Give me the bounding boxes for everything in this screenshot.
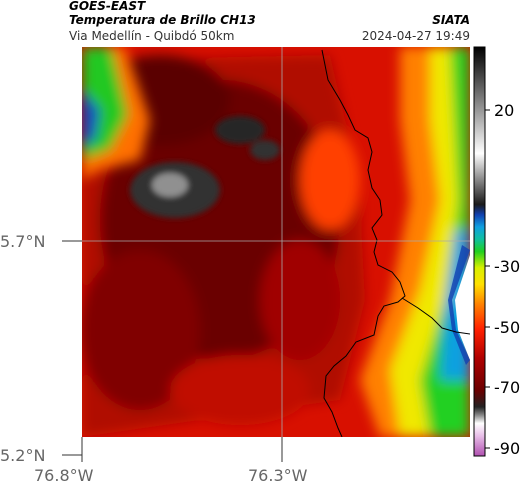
satellite-title: GOES-EAST — [69, 0, 146, 13]
cold-tops-north — [215, 116, 265, 144]
cold-tops-ne — [250, 140, 280, 160]
datetime-label: 2024-04-27 19:49 — [361, 29, 470, 43]
coldest-tops-core — [152, 173, 188, 197]
product-title: Temperatura de Brillo CH13 — [69, 13, 256, 27]
colorbar-label-minus70: -70 — [494, 378, 521, 397]
warm-patch-south — [170, 355, 310, 425]
blue-west-edge — [82, 90, 100, 145]
department-border — [321, 49, 406, 437]
colorbar-label-minus30: -30 — [494, 257, 521, 276]
lat-label-5.7: 5.7°N — [0, 232, 46, 251]
colorbar — [473, 46, 486, 457]
colorbar-tick-marks — [485, 109, 490, 449]
colorbar-label-20: 20 — [494, 101, 515, 120]
colorbar-label-minus90: -90 — [494, 439, 521, 458]
department-border-east — [401, 297, 470, 335]
colorbar-label-minus50: -50 — [494, 318, 521, 337]
blue-east-patch — [448, 245, 470, 365]
cold-cell-southwest — [82, 250, 200, 410]
route-subtitle: Via Medellín - Quibdó 50km — [69, 29, 235, 43]
lon-label-76.8: 76.8°W — [34, 466, 94, 485]
warm-patch-east — [300, 130, 360, 230]
lon-label-76.3: 76.3°W — [248, 466, 308, 485]
lat-label-5.2: 5.2°N — [0, 446, 46, 465]
agency-label: SIATA — [432, 13, 470, 27]
cold-cell-center — [260, 240, 340, 360]
